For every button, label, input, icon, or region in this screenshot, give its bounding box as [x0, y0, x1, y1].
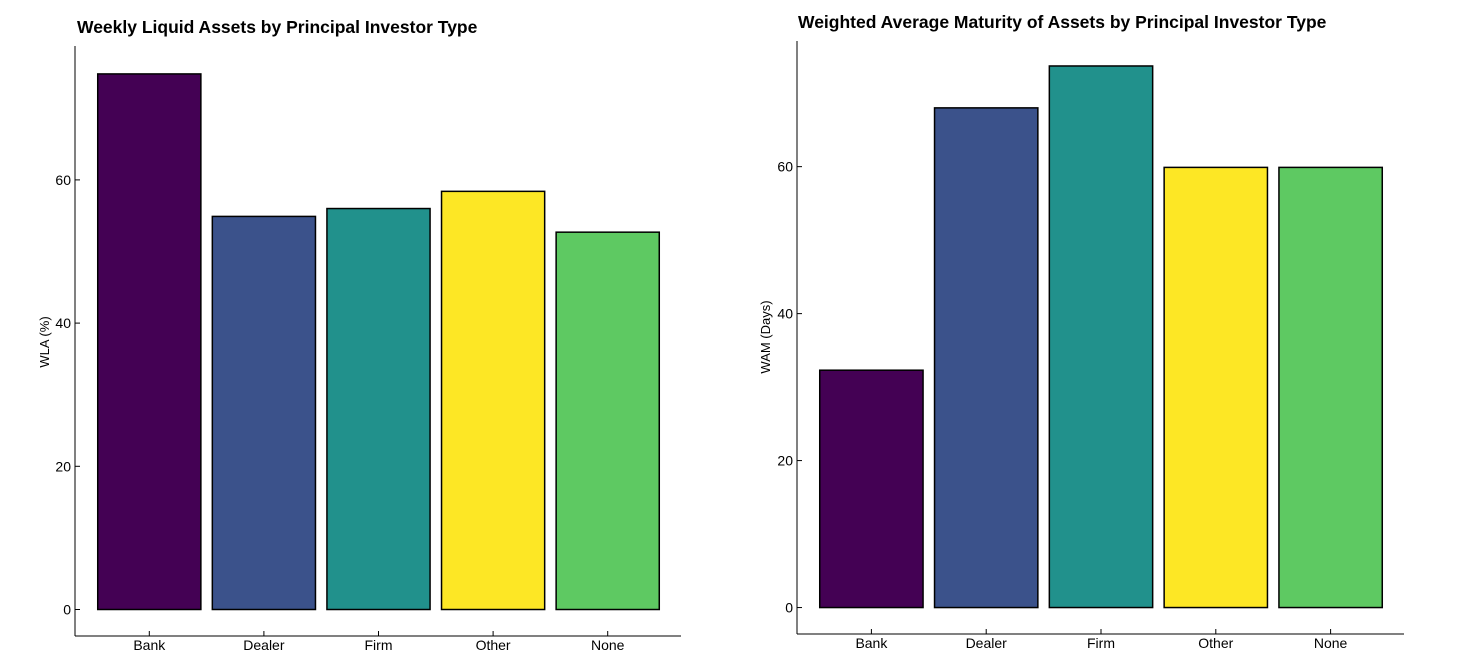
wam-y-tick-label: 40 [777, 306, 793, 322]
wla-y-tick-label: 20 [55, 458, 71, 474]
wam-y-tick-label: 20 [777, 453, 793, 469]
wam-bar-firm [1048, 65, 1154, 609]
wla-x-tick-label: Other [476, 637, 511, 653]
wla-x-tick-label: Bank [133, 637, 166, 653]
wla-x-ticks: Bank Dealer Firm Other None [133, 631, 625, 653]
wam-x-tick-label: Dealer [966, 635, 1008, 651]
wla-bar-bank [96, 73, 202, 611]
wla-bar-firm [326, 207, 431, 611]
wla-y-tick-label: 40 [55, 315, 71, 331]
wla-x-tick-label: Firm [365, 637, 393, 653]
wla-y-tick-label: 60 [55, 172, 71, 188]
wam-bar-dealer [933, 107, 1039, 609]
wam-chart-panel: Weighted Average Maturity of Assets by P… [758, 12, 1404, 651]
wla-y-ticks: 0 20 40 60 [55, 172, 80, 618]
wla-bars [96, 73, 661, 611]
wam-x-tick-label: Other [1198, 635, 1233, 651]
wam-y-axis-label: WAM (Days) [758, 300, 773, 373]
wla-x-tick-label: Dealer [243, 637, 285, 653]
wla-bar-dealer [211, 215, 317, 611]
wam-x-tick-label: Bank [855, 635, 888, 651]
wam-bar-other [1163, 166, 1269, 609]
wam-x-tick-label: None [1314, 635, 1348, 651]
wla-chart-panel: Weekly Liquid Assets by Principal Invest… [37, 17, 681, 653]
wla-y-axis-label: WLA (%) [37, 316, 52, 367]
wam-y-tick-label: 0 [785, 600, 793, 616]
wla-y-tick-label: 0 [63, 602, 71, 618]
wla-bar-none [555, 231, 661, 611]
wam-bars [818, 65, 1384, 609]
wam-chart-title: Weighted Average Maturity of Assets by P… [798, 12, 1327, 32]
wla-x-tick-label: None [591, 637, 625, 653]
wam-x-ticks: Bank Dealer Firm Other None [855, 629, 1348, 651]
wam-bar-bank [818, 369, 924, 609]
wam-bar-none [1278, 166, 1384, 609]
wla-bar-other [440, 190, 546, 611]
wam-x-tick-label: Firm [1087, 635, 1115, 651]
wam-y-tick-label: 60 [777, 159, 793, 175]
wla-chart-title: Weekly Liquid Assets by Principal Invest… [77, 17, 478, 37]
wam-y-ticks: 0 20 40 60 [777, 159, 802, 616]
